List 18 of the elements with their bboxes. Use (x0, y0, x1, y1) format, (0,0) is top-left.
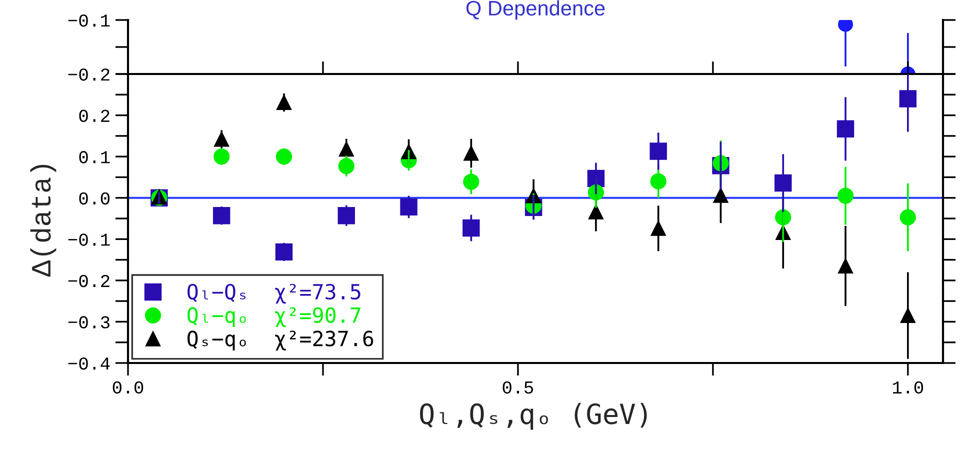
y-tick-label: −0.3 (68, 316, 110, 328)
x-tick-label: 0.5 (502, 381, 534, 394)
y-tick-label: −0.1 (68, 14, 110, 27)
x-axis-title: Qₗ,Qₛ,qₒ (GeV) (420, 402, 647, 430)
legend-label: Qₛ−qₒ χ²=237.6 (188, 330, 374, 350)
y-tick-label: −0.2 (68, 68, 110, 81)
y-tick-label: 0.0 (79, 192, 110, 205)
y-tick-label: −0.2 (68, 274, 110, 288)
legend-label: Qₗ−Qₛ χ²=73.5 (188, 284, 360, 304)
legend-label: Qₗ−qₒ χ²=90.7 (188, 307, 360, 328)
y-tick-label: 0.1 (79, 151, 110, 164)
y-axis-title: Δ(data) (30, 164, 56, 277)
x-tick-label: 0.0 (112, 381, 144, 394)
chart-title: Q Dependence (466, 0, 605, 20)
y-tick-label: −0.4 (68, 357, 110, 370)
y-tick-label: 0.2 (79, 110, 110, 122)
x-tick-label: 1.0 (892, 381, 924, 394)
y-tick-label: −0.1 (68, 234, 110, 246)
